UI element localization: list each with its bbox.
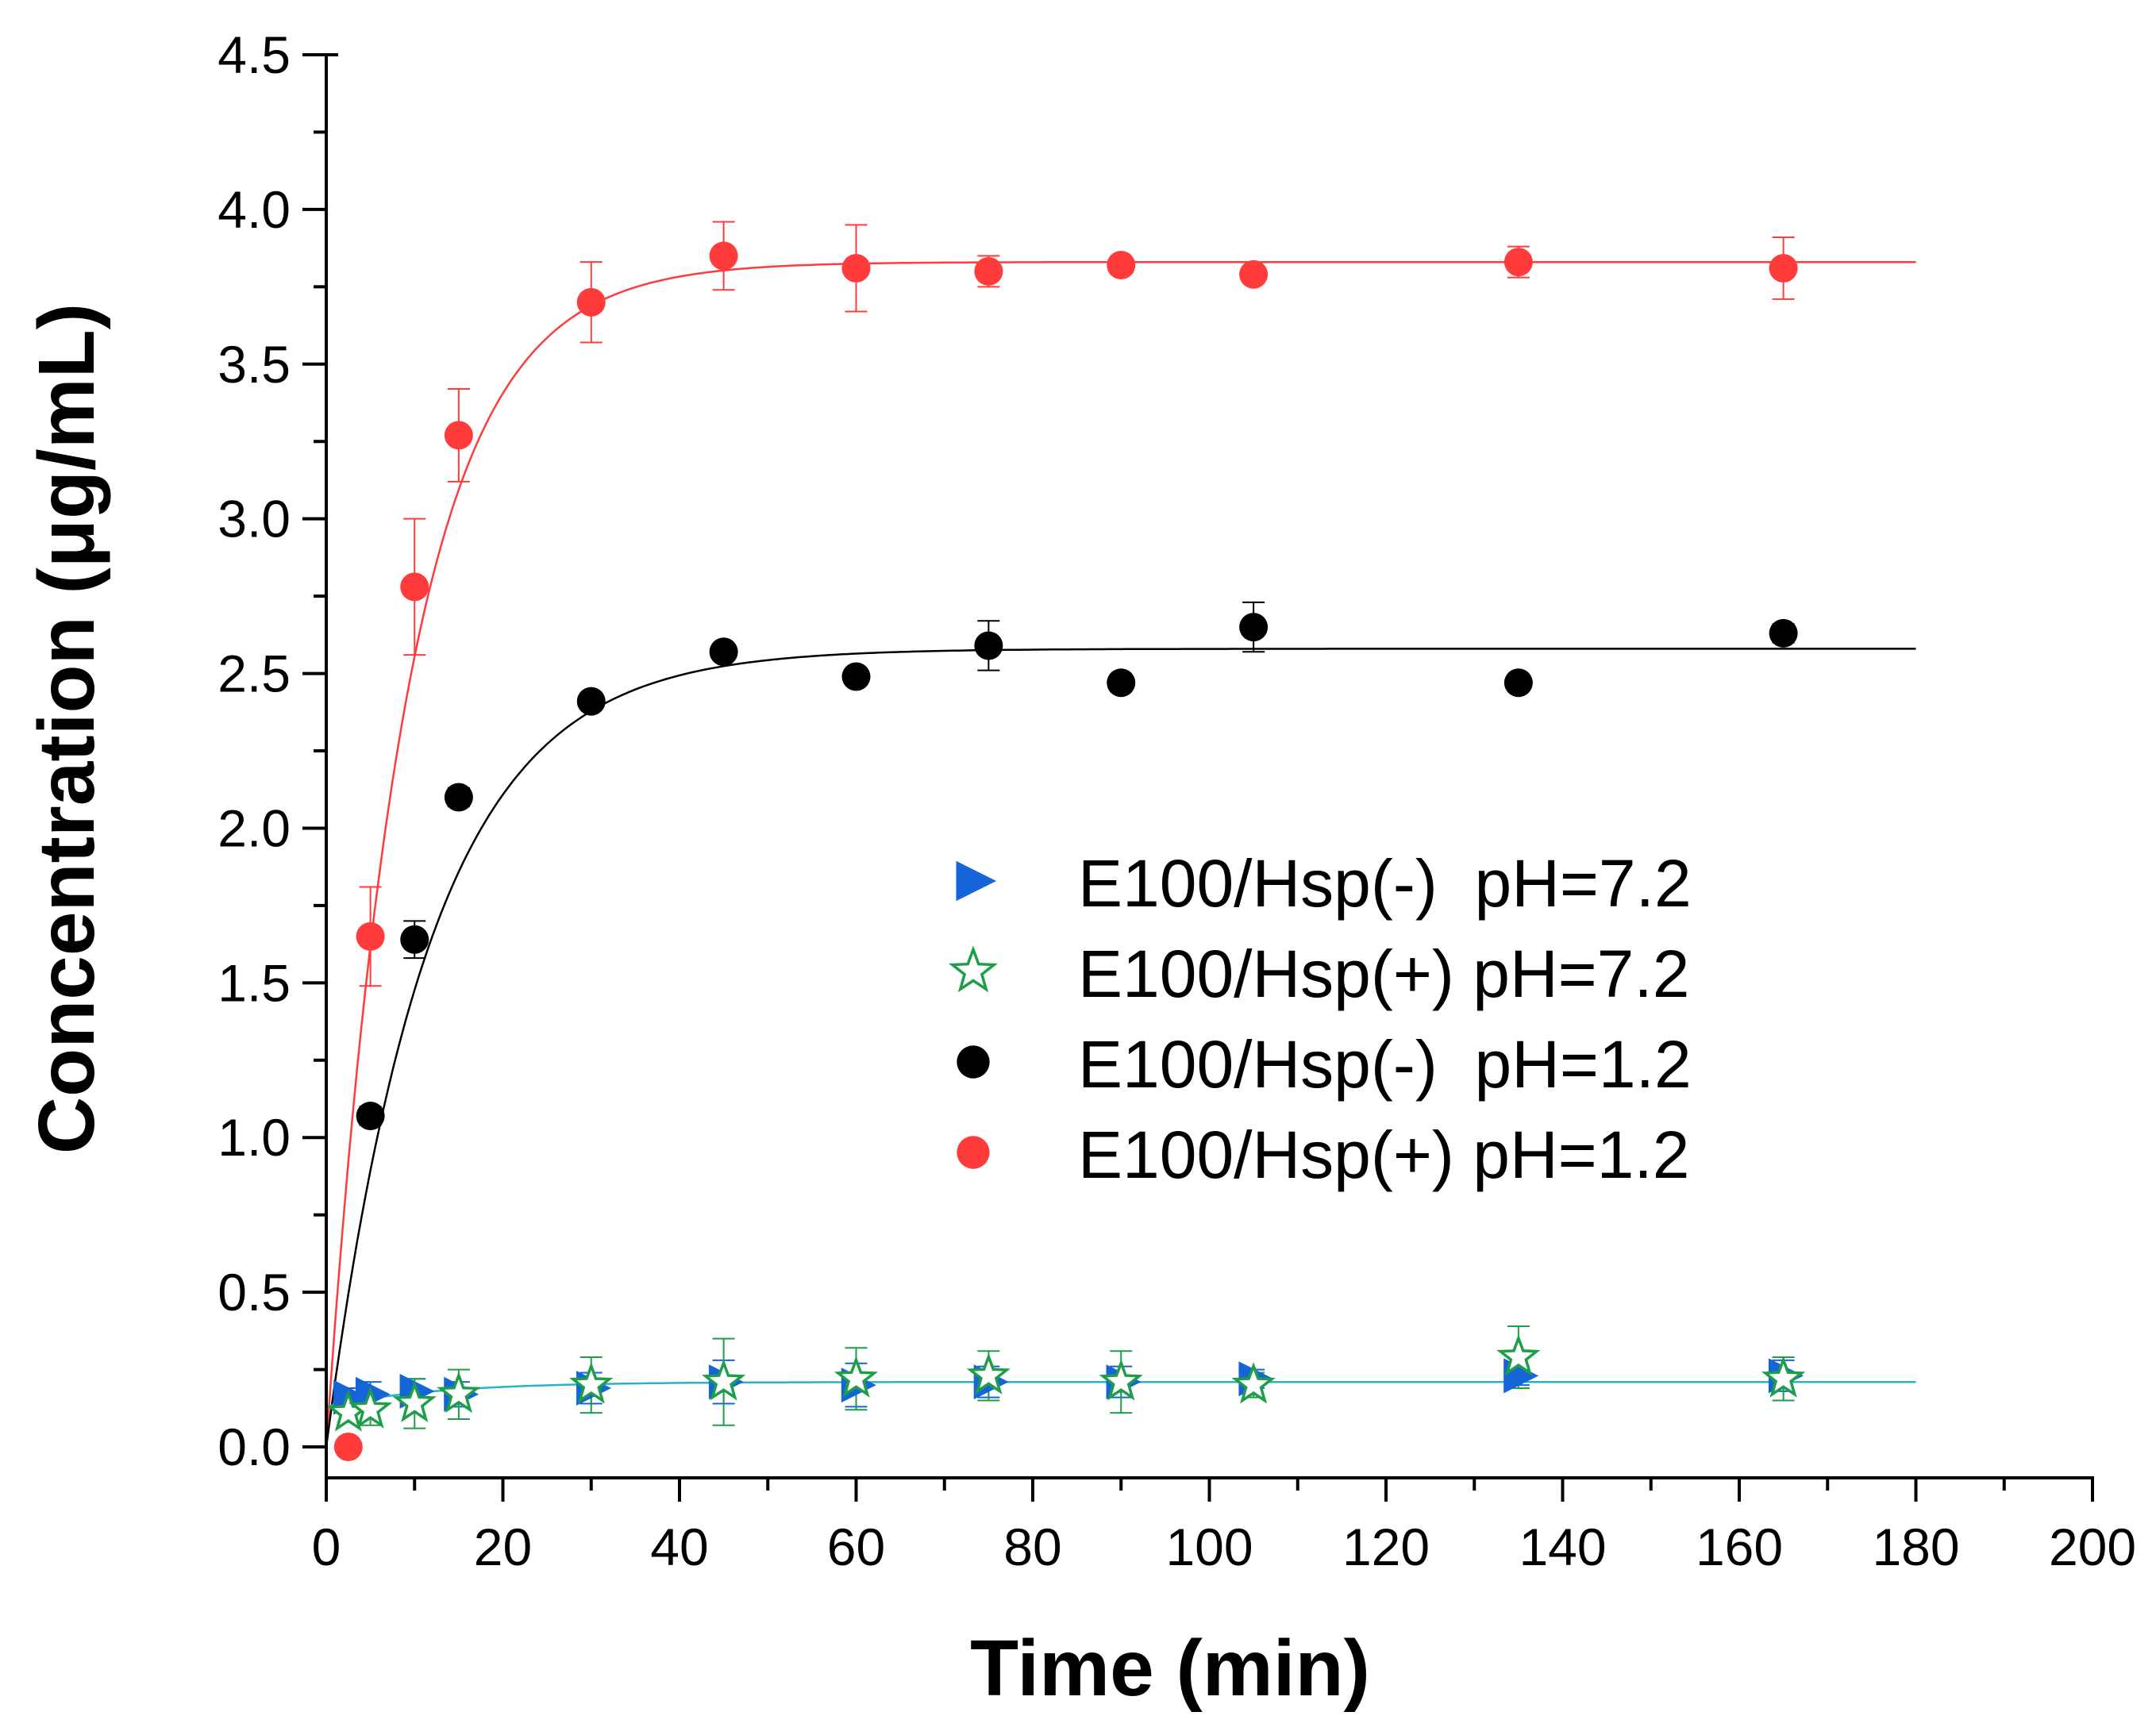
- y-tick-label: 0.0: [218, 1418, 291, 1476]
- y-tick-label: 4.0: [218, 180, 291, 239]
- data-point: [702, 1359, 746, 1401]
- y-tick-label: 1.0: [218, 1108, 291, 1167]
- x-tick-label: 0: [312, 1518, 341, 1576]
- data-point: [444, 421, 473, 450]
- data-point: [348, 1387, 393, 1429]
- data-point: [444, 783, 473, 812]
- legend-marker: [957, 1136, 990, 1169]
- data-point: [400, 925, 429, 954]
- legend: E100/Hsp(-) pH=7.2 E100/Hsp(+) pH=7.2 E100…: [949, 846, 1692, 1192]
- y-axis-title: Concentration (μg/mL): [22, 303, 111, 1154]
- data-point: [1769, 618, 1798, 648]
- x-tick-label: 20: [474, 1518, 532, 1576]
- data-point: [1503, 668, 1533, 698]
- legend-marker: [956, 860, 997, 902]
- data-point: [1239, 613, 1269, 642]
- y-tick-label: 2.5: [218, 644, 291, 703]
- data-point: [1231, 1362, 1276, 1404]
- data-point: [356, 1101, 385, 1130]
- x-tick-label: 140: [1519, 1518, 1606, 1576]
- x-axis-ticks: 0 20 40 60 80 100 120 140 160 180 200: [312, 1478, 2136, 1576]
- y-tick-label: 3.0: [218, 490, 291, 548]
- data-point: [1496, 1333, 1541, 1376]
- y-tick-label: 3.5: [218, 335, 291, 394]
- data-point: [1107, 668, 1136, 698]
- data-markers: [326, 241, 1806, 1462]
- data-point: [966, 1352, 1011, 1395]
- data-point: [333, 1433, 363, 1462]
- data-point: [576, 287, 606, 317]
- legend-marker: [957, 1045, 990, 1079]
- x-tick-label: 120: [1342, 1518, 1430, 1576]
- legend-label: E100/Hsp(-) pH=7.2: [1078, 846, 1692, 921]
- data-point: [356, 921, 385, 951]
- data-point: [392, 1380, 437, 1422]
- data-point: [576, 687, 606, 716]
- y-tick-label: 0.5: [218, 1263, 291, 1321]
- y-tick-label: 2.0: [218, 798, 291, 857]
- data-point: [1239, 260, 1269, 289]
- x-tick-label: 180: [1872, 1518, 1959, 1576]
- data-point: [841, 253, 871, 283]
- y-tick-label: 4.5: [218, 25, 291, 84]
- data-point: [400, 572, 429, 602]
- x-tick-label: 80: [1003, 1518, 1061, 1576]
- x-tick-label: 100: [1165, 1518, 1253, 1576]
- x-tick-label: 160: [1696, 1518, 1783, 1576]
- data-point: [1503, 248, 1533, 277]
- legend-label: E100/Hsp(+) pH=1.2: [1078, 1118, 1689, 1192]
- legend-marker: [949, 945, 998, 993]
- data-point: [569, 1362, 614, 1404]
- data-point: [1761, 1356, 1806, 1398]
- data-point: [709, 637, 738, 667]
- legend-label: E100/Hsp(-) pH=1.2: [1078, 1027, 1692, 1102]
- data-point: [974, 631, 1003, 660]
- data-point: [709, 241, 738, 271]
- data-point: [974, 256, 1003, 286]
- data-point: [437, 1371, 481, 1414]
- x-tick-label: 40: [650, 1518, 708, 1576]
- error-bars: [337, 221, 1795, 1429]
- legend-label: E100/Hsp(+) pH=7.2: [1078, 937, 1689, 1011]
- data-point: [834, 1356, 879, 1398]
- data-point: [1099, 1359, 1143, 1401]
- y-axis-ticks: 0.0 0.5 1.0 1.5 2.0 2.5 3.0 3.5 4.0 4.5: [218, 25, 326, 1476]
- y-tick-label: 1.5: [218, 953, 291, 1012]
- data-point: [1769, 253, 1798, 283]
- x-axis-title: Time (min): [970, 1624, 1370, 1713]
- x-tick-label: 60: [827, 1518, 885, 1576]
- y-axis-line: [325, 53, 338, 1478]
- data-point: [1107, 251, 1136, 280]
- data-point: [841, 662, 871, 691]
- x-tick-label: 200: [2049, 1518, 2136, 1576]
